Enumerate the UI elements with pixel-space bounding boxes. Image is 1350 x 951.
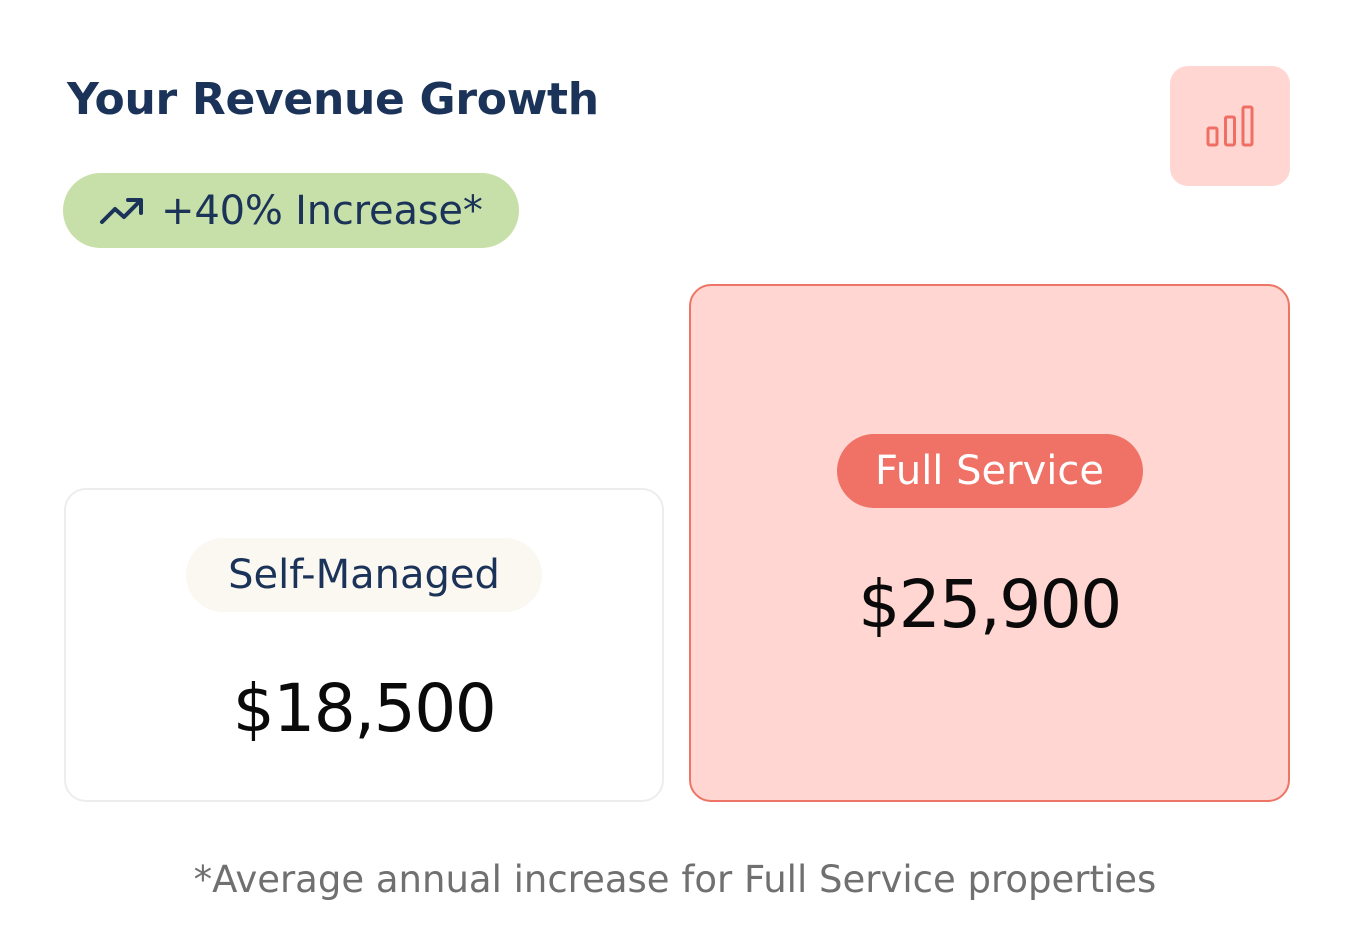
self-managed-label: Self-Managed bbox=[186, 538, 542, 612]
bar-chart-icon bbox=[1206, 105, 1254, 147]
chart-button[interactable] bbox=[1170, 66, 1290, 186]
footnote: *Average annual increase for Full Servic… bbox=[193, 858, 1157, 901]
full-service-card: Full Service $25,900 bbox=[689, 284, 1290, 802]
increase-badge: +40% Increase* bbox=[63, 173, 519, 248]
trending-up-icon bbox=[100, 197, 143, 224]
increase-text: +40% Increase* bbox=[161, 187, 483, 234]
full-service-amount: $25,900 bbox=[858, 566, 1122, 643]
page-title: Your Revenue Growth bbox=[67, 74, 599, 125]
self-managed-amount: $18,500 bbox=[232, 670, 497, 747]
self-managed-card: Self-Managed $18,500 bbox=[64, 488, 664, 802]
full-service-label: Full Service bbox=[836, 434, 1143, 508]
